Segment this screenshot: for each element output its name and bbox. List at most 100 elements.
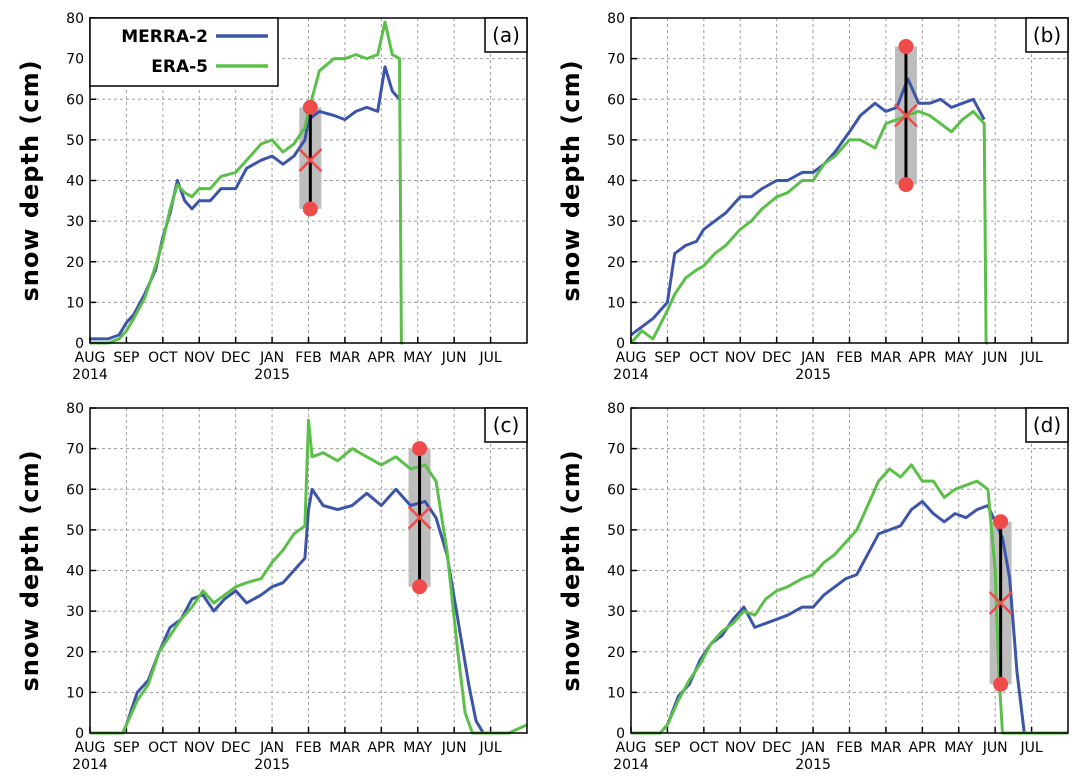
panel-0: 0 10 20 30 40 50 60 70 80 AUG SEP OCT NOV DEC JAN FEB MA… — [16, 11, 528, 383]
series-line-merra-2 — [630, 77, 986, 337]
y-axis-label: snow depth (cm) — [16, 449, 44, 691]
y-tick-label: 30 — [607, 214, 625, 230]
y-tick-label: 20 — [66, 255, 84, 271]
year-label: 2014 — [613, 367, 649, 383]
y-tick-label: 10 — [66, 295, 84, 311]
year-label: 2014 — [72, 367, 108, 383]
x-tick-label: SEP — [113, 350, 139, 366]
y-axis-label: snow depth (cm) — [557, 59, 585, 301]
panel-1: 0 10 20 30 40 50 60 70 80 AUG SEP OCT NOV DEC JAN FEB MA… — [557, 11, 1069, 383]
x-tick-label: DEC — [762, 740, 792, 756]
legend-label: ERA-5 — [151, 57, 208, 77]
y-tick-label: 50 — [607, 133, 625, 149]
y-tick-label: 0 — [616, 336, 625, 352]
x-tick-label: NOV — [184, 740, 215, 756]
series-line-era-5 — [629, 109, 988, 345]
y-tick-label: 70 — [607, 442, 625, 458]
series-line-merra-2 — [90, 65, 401, 341]
legend-label: MERRA-2 — [121, 27, 208, 47]
plot-frame — [89, 17, 528, 344]
y-tick-label: 70 — [66, 52, 84, 68]
x-tick-label: OCT — [689, 740, 719, 756]
errorbar-low-dot — [993, 676, 1009, 692]
y-tick-label: 30 — [607, 604, 625, 620]
x-tick-label: DEC — [762, 350, 792, 366]
panel-2: 0 10 20 30 40 50 60 70 80 AUG SEP OCT NOV DEC JAN FEB MA… — [16, 401, 528, 773]
plot-frame — [89, 407, 528, 734]
y-tick-label: 40 — [66, 174, 84, 190]
x-tick-label: NOV — [725, 350, 756, 366]
x-tick-label: APR — [908, 350, 936, 366]
x-tick-label: JUN — [441, 740, 467, 756]
year-label: 2015 — [795, 367, 831, 383]
series-line-era-5 — [90, 20, 404, 345]
x-tick-label: AUG — [616, 740, 647, 756]
series-line-merra-2 — [631, 499, 1026, 735]
x-tick-label: FEB — [295, 740, 322, 756]
series-line-era-5 — [90, 418, 528, 735]
panel-tag: (b) — [1033, 23, 1061, 47]
x-tick-label: JAN — [259, 740, 284, 756]
x-tick-label: OCT — [689, 350, 719, 366]
y-tick-label: 80 — [607, 11, 625, 27]
legend-box — [89, 17, 279, 87]
y-tick-label: 60 — [607, 92, 625, 108]
x-tick-label: JUL — [478, 350, 501, 366]
errorbar-high-dot — [993, 514, 1009, 530]
errorbar-center-cross — [894, 103, 918, 128]
x-tick-label: FEB — [836, 740, 863, 756]
y-tick-label: 30 — [66, 214, 84, 230]
y-tick-label: 20 — [607, 645, 625, 661]
x-tick-label: DEC — [221, 740, 251, 756]
year-label: 2014 — [72, 757, 108, 773]
x-tick-label: APR — [908, 740, 936, 756]
y-tick-label: 60 — [66, 482, 84, 498]
y-axis-label: snow depth (cm) — [557, 449, 585, 691]
year-label: 2014 — [613, 757, 649, 773]
y-tick-label: 40 — [607, 564, 625, 580]
x-tick-label: JAN — [800, 740, 825, 756]
y-tick-label: 50 — [66, 133, 84, 149]
year-label: 2015 — [254, 367, 290, 383]
y-tick-label: 40 — [66, 564, 84, 580]
y-tick-label: 0 — [616, 726, 625, 742]
x-tick-label: MAY — [403, 350, 433, 366]
errorbar-low-dot — [302, 201, 318, 217]
x-tick-label: OCT — [148, 350, 178, 366]
y-tick-label: 0 — [75, 726, 84, 742]
x-tick-label: SEP — [654, 350, 680, 366]
errorbar-center-cross — [407, 505, 432, 530]
y-tick-label: 10 — [607, 685, 625, 701]
x-tick-label: MAY — [403, 740, 433, 756]
y-tick-label: 70 — [66, 442, 84, 458]
x-tick-label: MAY — [944, 740, 974, 756]
x-tick-label: MAR — [870, 350, 902, 366]
x-tick-label: NOV — [184, 350, 215, 366]
panel-tag: (d) — [1033, 413, 1061, 437]
y-tick-label: 80 — [66, 11, 84, 27]
x-tick-label: MAR — [870, 740, 902, 756]
x-tick-label: JAN — [800, 350, 825, 366]
errorbar-high-dot — [302, 99, 318, 115]
y-axis-label: snow depth (cm) — [16, 59, 44, 301]
x-tick-label: FEB — [295, 350, 322, 366]
panel-3: 0 10 20 30 40 50 60 70 80 AUG SEP OCT NOV DEC JAN FEB MA… — [557, 401, 1069, 773]
panel-tag-box — [484, 407, 528, 443]
x-tick-label: AUG — [75, 350, 106, 366]
errorbar-low-dot — [412, 579, 428, 595]
errorbar-high-dot — [898, 38, 914, 54]
plot-frame — [630, 407, 1069, 734]
x-tick-label: OCT — [148, 740, 178, 756]
y-tick-label: 10 — [66, 685, 84, 701]
errorbar-high-dot — [412, 441, 428, 457]
x-tick-label: APR — [367, 350, 395, 366]
y-tick-label: 30 — [66, 604, 84, 620]
x-tick-label: JUL — [478, 740, 501, 756]
x-tick-label: APR — [367, 740, 395, 756]
y-tick-label: 60 — [607, 482, 625, 498]
y-tick-label: 20 — [66, 645, 84, 661]
y-tick-label: 60 — [66, 92, 84, 108]
x-tick-label: AUG — [616, 350, 647, 366]
x-tick-label: JUN — [982, 350, 1008, 366]
